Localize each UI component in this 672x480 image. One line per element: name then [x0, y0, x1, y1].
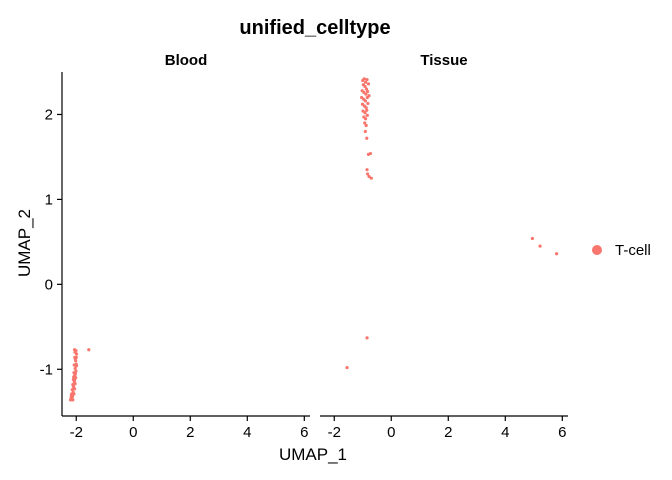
- facet-label: Tissue: [420, 52, 467, 69]
- data-point: [69, 393, 74, 397]
- y-axis-title: UMAP_2: [15, 209, 34, 277]
- data-point: [554, 252, 559, 256]
- data-point: [365, 336, 369, 340]
- x-tick-label: 0: [129, 424, 137, 441]
- data-point: [365, 108, 369, 112]
- facet-panels: Blood -1 0 1 2 -2 0 2 4 6 Tissue -2 0 2 4 6: [40, 52, 568, 441]
- data-point: [345, 365, 349, 370]
- x-tick-label: 4: [501, 424, 509, 441]
- data-point: [365, 136, 369, 140]
- data-point: [363, 129, 367, 134]
- x-tick-label: -2: [328, 424, 341, 441]
- data-point: [538, 244, 542, 248]
- x-tick-label: 2: [186, 424, 194, 441]
- x-tick-label: 2: [444, 424, 452, 441]
- data-point: [364, 123, 368, 128]
- data-point: [72, 392, 76, 396]
- legend: T-cell: [592, 242, 651, 259]
- data-point: [364, 106, 368, 110]
- y-tick-label: -1: [40, 361, 53, 378]
- data-point: [364, 117, 368, 121]
- data-point: [363, 99, 367, 103]
- data-point: [364, 92, 368, 96]
- x-tick-label: 0: [387, 424, 395, 441]
- data-point: [364, 80, 368, 84]
- data-point: [70, 388, 74, 392]
- chart-title: unified_celltype: [239, 17, 390, 39]
- facet-label: Blood: [165, 52, 208, 69]
- x-tick-label: 6: [300, 424, 308, 441]
- x-tick-label: 4: [243, 424, 251, 441]
- x-axis-title: UMAP_1: [279, 445, 347, 464]
- data-point: [74, 355, 78, 359]
- y-tick-label: 1: [45, 191, 53, 208]
- x-tick-label: -2: [70, 424, 83, 441]
- data-point: [368, 151, 373, 156]
- data-point: [367, 174, 371, 179]
- data-point: [364, 87, 369, 91]
- data-point: [73, 371, 77, 376]
- x-tick-label: 6: [558, 424, 566, 441]
- data-point: [369, 176, 373, 180]
- data-point: [530, 236, 534, 241]
- data-point: [365, 78, 369, 82]
- data-point: [366, 172, 370, 176]
- data-point: [363, 121, 367, 125]
- data-point: [365, 168, 369, 172]
- data-point: [68, 398, 73, 402]
- data-point: [367, 94, 371, 98]
- data-point: [71, 398, 75, 402]
- data-point: [74, 348, 78, 353]
- legend-key: [592, 245, 602, 255]
- data-point: [74, 352, 79, 356]
- data-point: [362, 77, 366, 81]
- data-point: [71, 384, 76, 388]
- data-point: [366, 101, 370, 106]
- y-tick-label: 2: [45, 106, 53, 123]
- data-point: [363, 111, 367, 115]
- data-point: [363, 84, 367, 89]
- panel-tissue: Tissue -2 0 2 4 6: [320, 52, 568, 441]
- y-tick-label: 0: [45, 276, 53, 293]
- data-point: [87, 348, 91, 352]
- data-point: [73, 366, 77, 371]
- data-point: [72, 375, 76, 379]
- data-point: [72, 378, 77, 382]
- data-point: [74, 364, 79, 368]
- legend-label: T-cell: [615, 242, 651, 259]
- data-point: [366, 89, 370, 94]
- data-point: [366, 82, 371, 86]
- data-point: [365, 113, 369, 117]
- panel-blood: Blood -1 0 1 2 -2 0 2 4 6: [40, 52, 310, 441]
